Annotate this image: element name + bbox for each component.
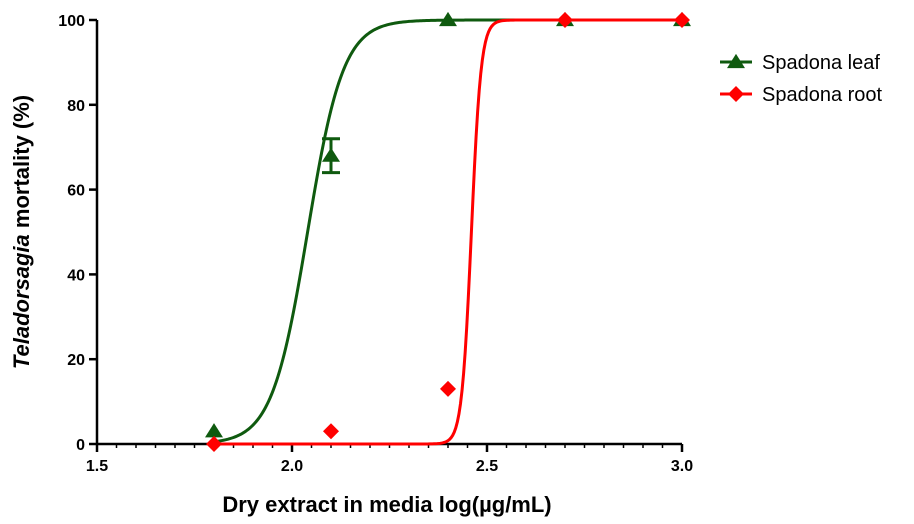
x-tick-label: 3.0 — [671, 458, 693, 475]
fit-curves — [213, 18, 682, 446]
y-axis-title-italic: Teladorsagia — [9, 234, 34, 369]
legend-label: Spadona leaf — [762, 52, 880, 74]
x-tick-label: 2.5 — [476, 458, 498, 475]
y-axis-title: Teladorsagia mortality (%) — [9, 95, 34, 369]
root-data-point — [323, 423, 339, 440]
x-tick-label: 1.5 — [86, 458, 108, 475]
x-tick-label: 2.0 — [281, 458, 303, 475]
legend-label: Spadona root — [762, 84, 883, 106]
x-axis-title: Dry extract in media log(µg/mL) — [222, 492, 551, 517]
y-tick-label: 60 — [67, 183, 85, 200]
y-tick-label: 40 — [67, 267, 85, 284]
root-data-point — [557, 12, 573, 28]
leaf-data-point — [322, 147, 340, 162]
y-tick-label: 100 — [58, 13, 85, 30]
root-data-point — [206, 436, 222, 452]
legend: Spadona leaf Spadona root — [720, 52, 883, 106]
legend-marker — [728, 86, 744, 102]
fit-curve — [214, 18, 682, 446]
fit-curve — [213, 18, 682, 444]
y-tick-label: 80 — [67, 98, 85, 115]
leaf-data-point — [205, 423, 223, 438]
root-data-point — [674, 12, 690, 28]
legend-marker — [727, 53, 745, 69]
root-data-point — [440, 380, 456, 397]
axes: 1.5 2.0 2.5 3.0 0 20 40 60 80 100 — [58, 13, 693, 475]
y-tick-label: 20 — [67, 352, 85, 369]
data-points — [205, 11, 691, 452]
leaf-data-point — [439, 11, 457, 27]
y-tick-label: 0 — [76, 437, 85, 454]
y-axis-title-rest: mortality (%) — [9, 95, 34, 234]
